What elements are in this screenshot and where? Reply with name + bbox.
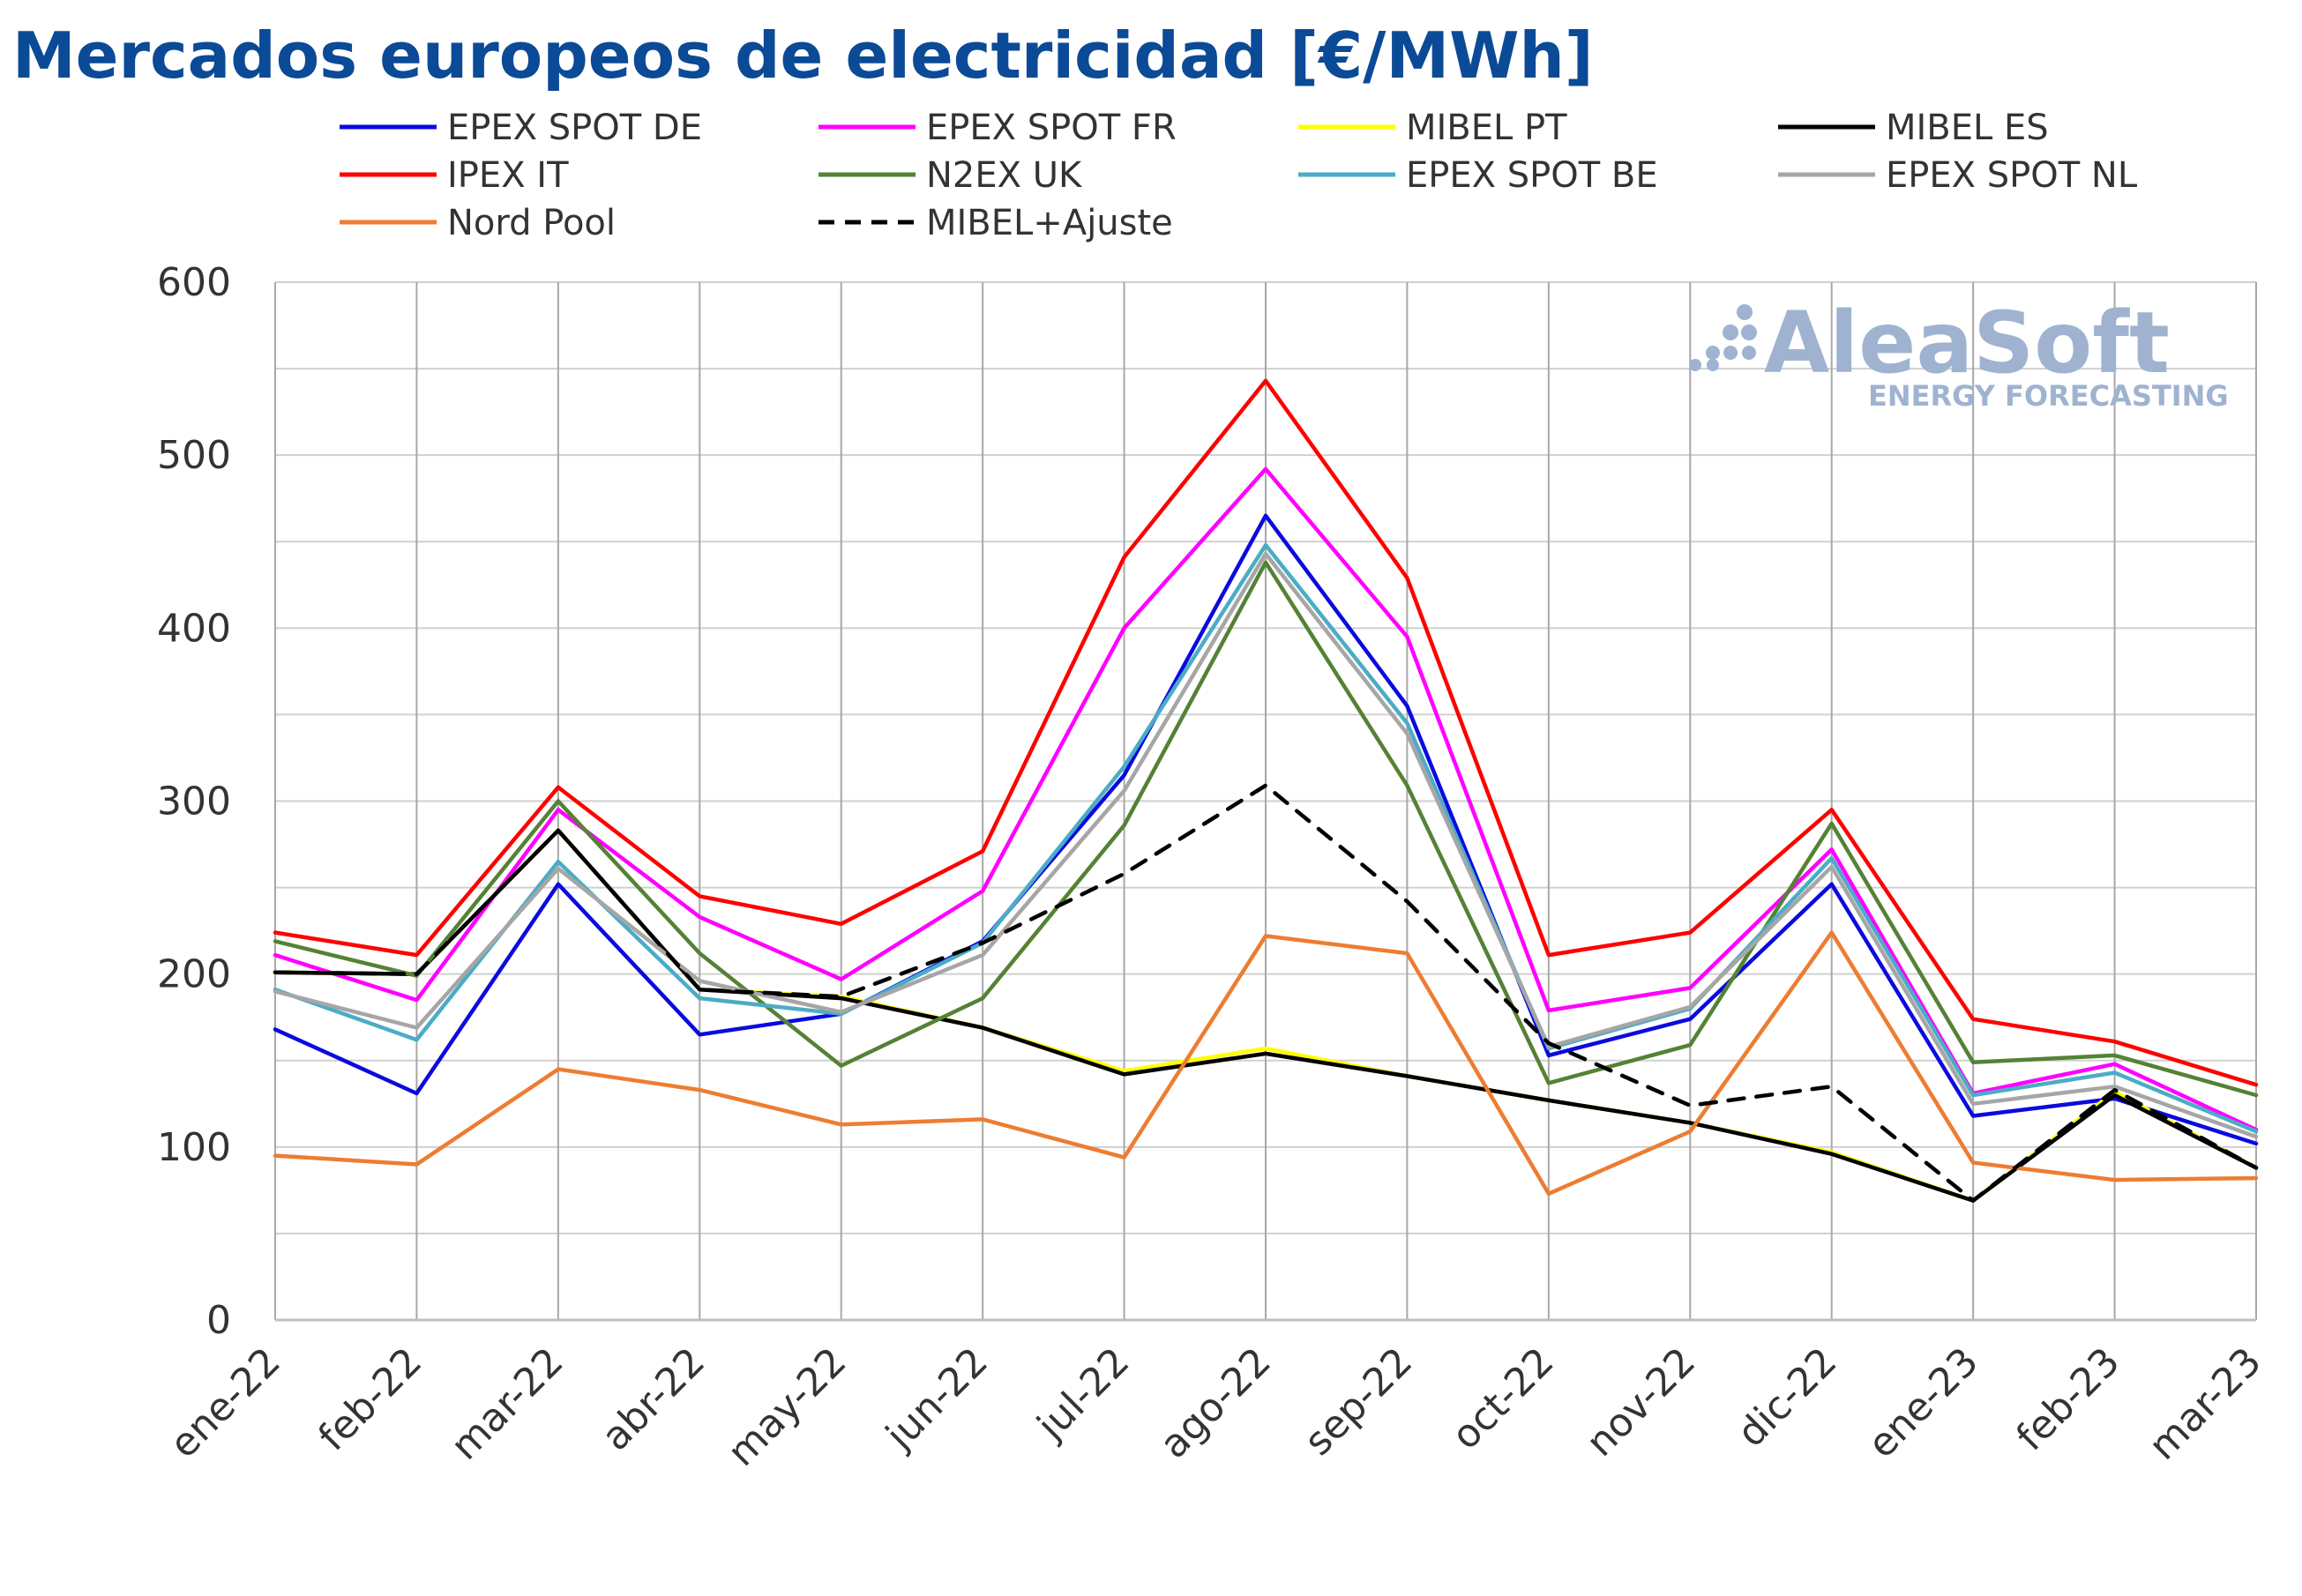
x-tick-label: feb-22 [310, 1339, 430, 1460]
chart-title: Mercados europeos de electricidad [€/MWh… [12, 19, 1594, 93]
legend-label: Nord Pool [447, 203, 616, 243]
series-line-ipex-it [273, 378, 2259, 1087]
x-tick-label: ene-22 [161, 1339, 289, 1467]
x-tick-label: jul-22 [1028, 1339, 1139, 1450]
series-line-epex-spot-fr [273, 466, 2259, 1132]
legend-item: EPEX SPOT NL [1778, 155, 2138, 196]
legend-label: EPEX SPOT DE [447, 108, 702, 148]
logo-name: AleaSoft [1764, 294, 2170, 392]
y-tick-label: 500 [157, 433, 231, 478]
legend-item: EPEX SPOT FR [818, 108, 1177, 148]
series-line-epex-spot-de [273, 513, 2259, 1146]
legend-label: EPEX SPOT FR [926, 108, 1177, 148]
legend: EPEX SPOT DE EPEX SPOT FR MIBEL PT MIBEL ES… [340, 108, 2138, 243]
legend-label: IPEX IT [447, 155, 569, 196]
x-tick-label: jun-22 [877, 1339, 997, 1459]
legend-item: IPEX IT [340, 155, 569, 196]
y-tick-label: 300 [157, 779, 231, 824]
y-tick-label: 100 [157, 1125, 231, 1170]
series-line-epex-spot-nl [273, 551, 2259, 1139]
y-tick-label: 600 [157, 260, 231, 305]
x-tick-label: feb-23 [2008, 1339, 2129, 1460]
logo-tagline: ENERGY FORECASTING [1868, 379, 2229, 413]
x-tick-label: mar-23 [2141, 1339, 2270, 1469]
x-tick-label: dic-22 [1729, 1339, 1845, 1456]
legend-item: MIBEL PT [1298, 108, 1567, 148]
series-lines [273, 378, 2259, 1203]
y-tick-label: 0 [206, 1298, 231, 1343]
legend-label: EPEX SPOT BE [1406, 155, 1658, 196]
grid [274, 281, 2257, 1322]
y-axis: 0 100 200 300 400 500 600 [157, 260, 231, 1343]
series-line-nord-pool [273, 930, 2259, 1197]
legend-item: MIBEL ES [1778, 108, 2049, 148]
y-tick-label: 200 [157, 952, 231, 997]
legend-item: Nord Pool [340, 203, 616, 243]
y-tick-label: 400 [157, 606, 231, 651]
x-tick-label: ago-22 [1151, 1339, 1279, 1467]
legend-label: MIBEL ES [1886, 108, 2049, 148]
legend-item: EPEX SPOT DE [340, 108, 702, 148]
legend-label: N2EX UK [926, 155, 1083, 196]
legend-item: MIBEL+Ajuste [818, 203, 1173, 243]
x-tick-label: nov-22 [1578, 1339, 1704, 1465]
series-line-n2ex-uk [273, 560, 2259, 1098]
legend-label: MIBEL+Ajuste [926, 203, 1173, 243]
legend-item: N2EX UK [818, 155, 1083, 196]
x-tick-label: may-22 [719, 1339, 855, 1475]
x-tick-label: ene-23 [1859, 1339, 1987, 1467]
x-tick-label: oct-22 [1443, 1339, 1562, 1458]
watermark-logo: AleaSoft ENERGY FORECASTING [1689, 294, 2229, 413]
x-tick-label: sep-22 [1296, 1339, 1421, 1465]
legend-label: MIBEL PT [1406, 108, 1567, 148]
x-tick-label: abr-22 [594, 1339, 714, 1460]
series-line-mibel-ajuste [273, 783, 2259, 1203]
x-axis: ene-22 feb-22 mar-22 abr-22 may-22 jun-22 jul-… [161, 1339, 2270, 1475]
series-line-mibel-es [273, 828, 2259, 1203]
logo-dots-icon [1689, 304, 1757, 371]
legend-label: EPEX SPOT NL [1886, 155, 2138, 196]
x-tick-label: mar-22 [443, 1339, 572, 1469]
legend-item: EPEX SPOT BE [1298, 155, 1658, 196]
